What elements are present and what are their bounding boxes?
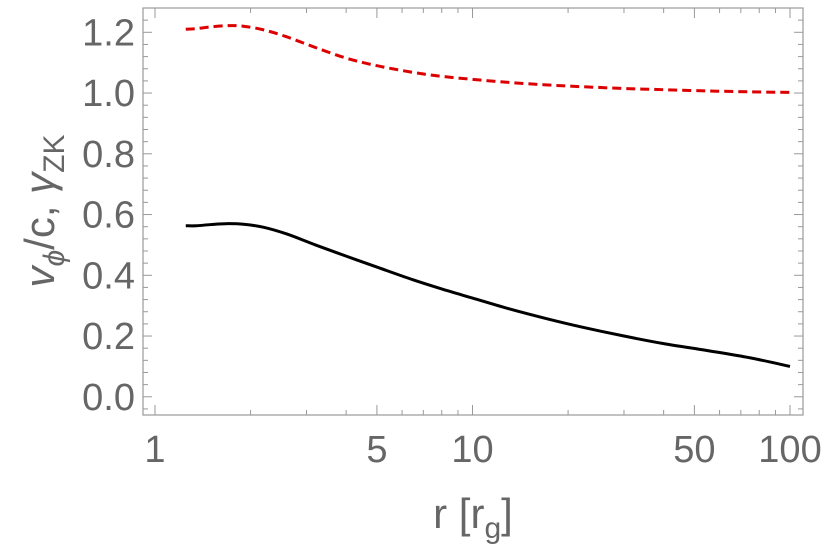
x-axis-title: r [rg] bbox=[433, 490, 513, 545]
series-layer bbox=[185, 24, 791, 368]
x-tick-label: 10 bbox=[451, 429, 493, 471]
x-tick-label: 1 bbox=[144, 429, 165, 471]
dashed-series-line bbox=[185, 24, 791, 94]
y-tick-label: 0.8 bbox=[82, 134, 135, 176]
ticks-layer bbox=[143, 7, 803, 415]
y-tick-label: 0.2 bbox=[82, 316, 135, 358]
x-tick-label: 5 bbox=[366, 429, 387, 471]
x-tick-label: 50 bbox=[673, 429, 715, 471]
y-tick-label: 0.4 bbox=[82, 255, 135, 297]
tick-labels-layer: 0.0 0.2 0.4 0.6 0.8 1.0 1.2 1 5 10 50 100 bbox=[82, 12, 822, 471]
y-tick-label: 0.6 bbox=[82, 195, 135, 237]
y-tick-label: 1.0 bbox=[82, 73, 135, 115]
y-tick-label: 1.2 bbox=[82, 12, 135, 54]
x-tick-label: 100 bbox=[758, 429, 821, 471]
y-tick-label: 0.0 bbox=[82, 377, 135, 419]
y-axis-title: vϕ/c, γZK bbox=[16, 134, 71, 287]
solid-series-line bbox=[185, 222, 791, 368]
plot-frame bbox=[142, 7, 804, 416]
